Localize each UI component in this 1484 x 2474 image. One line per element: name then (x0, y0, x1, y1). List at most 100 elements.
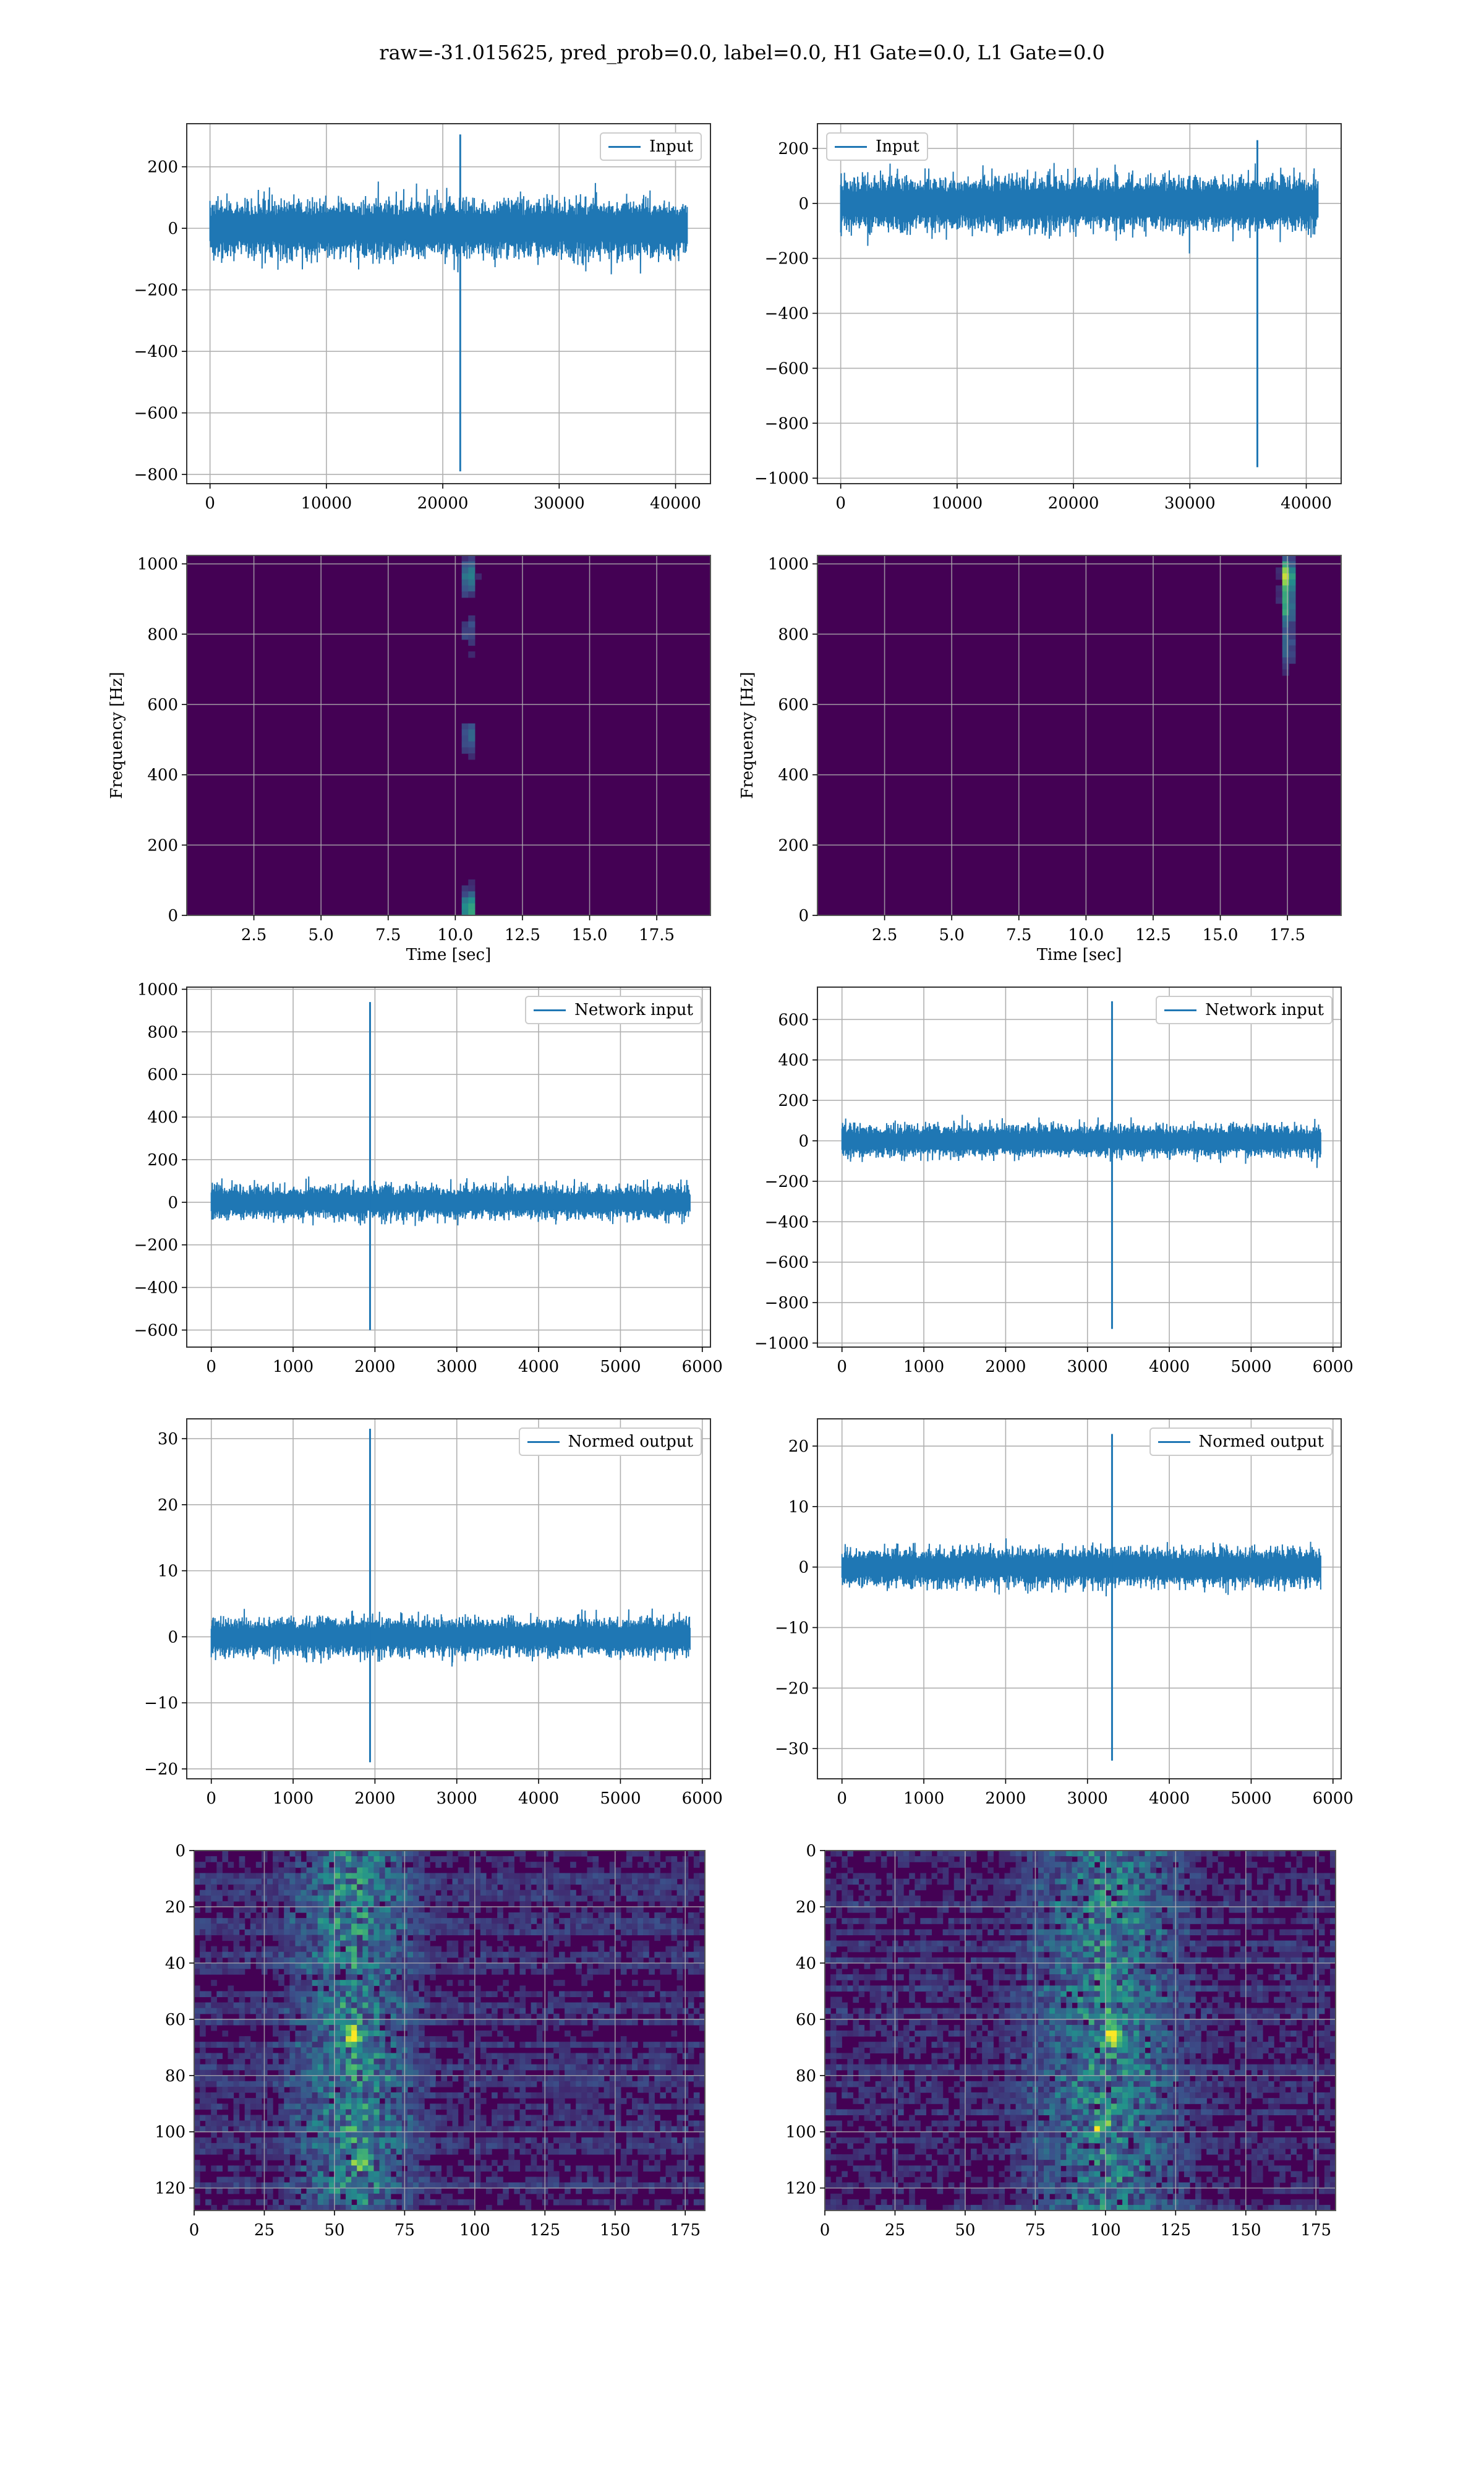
h1-network-input-xtick-label: 4000 (518, 1358, 559, 1376)
h1-normed-output-xtick-label: 4000 (518, 1789, 559, 1808)
h1-embedding-xtick-label: 125 (529, 2221, 560, 2240)
l1-spectrogram-xtick-label: 10.0 (1068, 926, 1104, 944)
h1-input-ytick-label: −200 (134, 281, 178, 300)
h1-spectrogram-ytick-label: 0 (168, 907, 178, 925)
h1-network-input-ytick-label: 800 (147, 1023, 178, 1042)
l1-spectrogram-ytick-label: 200 (778, 836, 809, 855)
h1-normed-output-xtick-label: 6000 (682, 1789, 723, 1808)
h1-input-xtick-label: 20000 (417, 494, 469, 513)
l1-network-input-ytick-label: −600 (765, 1254, 809, 1272)
legend-label: Network input (1205, 1001, 1324, 1019)
l1-embedding-cells (825, 1851, 1336, 2211)
h1-normed-output-xtick-label: 2000 (354, 1789, 395, 1808)
h1-network-input-ytick-label: −400 (134, 1279, 178, 1298)
h1-network-input-ytick-label: −600 (134, 1321, 178, 1340)
h1-normed-output-xtick-label: 3000 (437, 1789, 477, 1808)
h1-input-frame (186, 123, 711, 484)
h1-network-input-xtick-label: 0 (206, 1358, 216, 1376)
l1-network-input-series-line (841, 1115, 1321, 1168)
l1-input-ytick-label: −1000 (754, 469, 809, 488)
l1-network-input-frame (817, 987, 1342, 1348)
h1-embedding-xtick-label: 25 (254, 2221, 275, 2240)
l1-embedding-xtick-label: 100 (1090, 2221, 1121, 2240)
l1-normed-output-xtick-label: 4000 (1149, 1789, 1190, 1808)
h1-embedding-xtick-label: 175 (670, 2221, 701, 2240)
l1-input-xtick-label: 30000 (1164, 494, 1216, 513)
l1-network-input-xtick-label: 3000 (1067, 1358, 1108, 1376)
h1-normed-output-series-line (210, 1608, 691, 1667)
l1-network-input-ytick-label: −800 (765, 1294, 809, 1312)
h1-spectrogram-xtick-label: 12.5 (505, 926, 540, 944)
h1-spectrogram-ytick-label: 800 (147, 625, 178, 644)
l1-spectrogram-plot-area (817, 555, 1341, 915)
l1-input-legend: Input (826, 132, 928, 161)
l1-network-input-ytick-label: 200 (778, 1092, 809, 1110)
h1-normed-output-ytick-label: 30 (158, 1430, 178, 1449)
l1-spectrogram-grid (817, 555, 1341, 916)
l1-spectrogram-ytick-label: 600 (778, 696, 809, 714)
l1-normed-output-ytick-label: 10 (788, 1498, 809, 1517)
l1-normed-output-ytick-label: −10 (775, 1619, 809, 1637)
h1-input-grid (187, 124, 710, 484)
legend-line-swatch (527, 1440, 560, 1443)
h1-normed-output-xtick-label: 5000 (600, 1789, 641, 1808)
l1-network-input-xtick-label: 5000 (1230, 1358, 1271, 1376)
l1-spectrogram-chart: 2.5 5.0 7.5 10.0 12.5 15.0 17.5 0 200 400 600 800 10… (738, 555, 1342, 964)
l1-embedding-xtick-label: 50 (955, 2221, 975, 2240)
h1-input-ytick-label: 200 (147, 158, 178, 177)
h1-network-input-xtick-label: 3000 (437, 1358, 477, 1376)
h1-embedding-ytick-label: 0 (175, 1842, 186, 1860)
legend-line-swatch (1164, 1009, 1197, 1011)
legend-label: Normed output (1198, 1432, 1324, 1451)
legend-label: Network input (574, 1001, 693, 1019)
l1-embedding-ytick-label: 40 (796, 1954, 816, 1973)
h1-network-input-panel: 0 1000 2000 3000 4000 5000 6000 1000 800 600 400 20… (100, 975, 748, 1415)
l1-input-xtick-label: 10000 (932, 494, 983, 513)
l1-normed-output-chart: 0 1000 2000 3000 4000 5000 6000 20 10 0 −10 −20 −30 (775, 1418, 1354, 1808)
l1-embedding-ytick-label: 20 (796, 1898, 816, 1917)
l1-normed-output-panel: 0 1000 2000 3000 4000 5000 6000 20 10 0 −10 −20 −30 N… (731, 1406, 1378, 1847)
h1-input-ytick-label: −400 (134, 343, 178, 361)
h1-input-ytick-label: −600 (134, 404, 178, 423)
legend-line-swatch (608, 145, 641, 148)
h1-spectrogram-ytick-label: 1000 (137, 555, 178, 574)
h1-input-ytick-label: −800 (134, 466, 178, 484)
l1-spectrogram-frame (817, 555, 1342, 916)
legend-line-swatch (835, 145, 867, 148)
h1-embedding-xtick-label: 100 (459, 2221, 490, 2240)
h1-embedding-frame (194, 1850, 706, 2211)
h1-network-input-xtick-label: 6000 (682, 1358, 723, 1376)
l1-normed-output-plot-area (817, 1419, 1341, 1779)
h1-normed-output-plot-area (187, 1419, 710, 1779)
figure-title: raw=-31.015625, pred_prob=0.0, label=0.0… (379, 41, 1105, 64)
l1-network-input-xtick-label: 6000 (1313, 1358, 1354, 1376)
l1-embedding-ytick-label: 0 (806, 1842, 816, 1860)
h1-normed-output-xtick-label: 1000 (273, 1789, 313, 1808)
h1-network-input-series-line (210, 1176, 691, 1226)
h1-spectrogram-panel: 2.5 5.0 7.5 10.0 12.5 15.0 17.5 0 200 400 600 800 10… (100, 543, 748, 983)
legend-line-swatch (534, 1009, 566, 1011)
l1-input-ytick-label: −200 (765, 250, 809, 268)
l1-network-input-xtick-label: 4000 (1149, 1358, 1190, 1376)
h1-network-input-frame (186, 987, 711, 1348)
l1-input-ytick-label: −800 (765, 414, 809, 433)
h1-input-legend: Input (600, 132, 702, 161)
h1-spectrogram-frame (186, 555, 711, 916)
l1-embedding-chart: 0 25 50 75 100 125 150 175 0 20 40 60 80 100 120 (785, 1842, 1336, 2240)
h1-spectrogram-xtick-label: 7.5 (375, 926, 401, 944)
l1-input-ytick-label: −600 (765, 359, 809, 378)
h1-normed-output-legend: Normed output (518, 1427, 702, 1456)
l1-network-input-xtick-label: 2000 (985, 1358, 1026, 1376)
h1-normed-output-frame (186, 1418, 711, 1779)
l1-normed-output-frame (817, 1418, 1342, 1779)
l1-network-input-panel: 0 1000 2000 3000 4000 5000 6000 600 400 200 0 −200−… (731, 975, 1378, 1415)
l1-spectrogram-ytick-label: 1000 (768, 555, 809, 574)
h1-embedding-cells (194, 1851, 706, 2211)
h1-network-input-ytick-label: 200 (147, 1151, 178, 1170)
h1-embedding-chart: 0 25 50 75 100 125 150 175 0 20 40 60 80 100 120 (155, 1842, 706, 2240)
h1-spectrogram-xtick-label: 17.5 (639, 926, 675, 944)
l1-normed-output-xtick-label: 1000 (903, 1789, 944, 1808)
h1-spectrogram-xtick-label: 10.0 (437, 926, 473, 944)
l1-normed-output-series-line (841, 1538, 1321, 1597)
h1-embedding-xtick-label: 0 (189, 2221, 200, 2240)
